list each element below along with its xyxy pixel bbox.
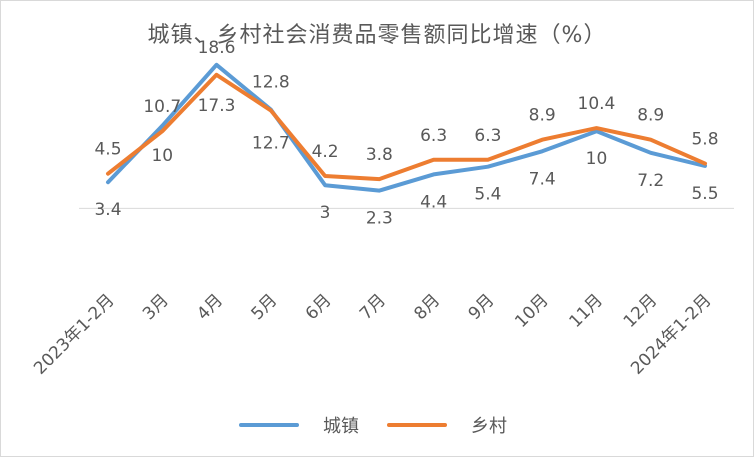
data-label-s1-3: 18.6 bbox=[198, 38, 236, 58]
series-line-1 bbox=[106, 62, 707, 193]
x-tick-label-4: 5月 bbox=[248, 290, 282, 324]
series-line-2 bbox=[106, 72, 707, 182]
data-label-s2-1: 4.5 bbox=[94, 140, 121, 160]
x-tick-label-7: 8月 bbox=[410, 290, 444, 324]
x-tick-label-8: 9月 bbox=[465, 290, 499, 324]
data-label-s1-8: 5.4 bbox=[474, 185, 501, 205]
legend-item-1: 城镇 bbox=[239, 409, 389, 439]
data-label-s2-5: 4.2 bbox=[312, 142, 339, 162]
x-tick-label-10: 11月 bbox=[566, 290, 607, 331]
data-label-s2-10: 10.4 bbox=[578, 94, 616, 114]
data-label-s1-7: 4.4 bbox=[420, 192, 447, 212]
x-tick-label-6: 7月 bbox=[356, 290, 390, 324]
data-label-s1-10: 10 bbox=[586, 149, 608, 169]
data-label-s2-12: 5.8 bbox=[691, 130, 718, 150]
data-label-s1-6: 2.3 bbox=[366, 209, 393, 229]
series-layer bbox=[106, 62, 707, 193]
x-tick-label-3: 4月 bbox=[193, 290, 227, 324]
legend-swatch-2 bbox=[387, 423, 447, 427]
data-label-s1-1: 3.4 bbox=[94, 200, 121, 220]
data-label-s1-2: 10.7 bbox=[143, 97, 181, 117]
data-label-s2-6: 3.8 bbox=[366, 145, 393, 165]
data-label-s1-5: 3 bbox=[320, 203, 331, 223]
data-label-s2-11: 8.9 bbox=[637, 106, 664, 126]
data-label-s2-9: 8.9 bbox=[529, 106, 556, 126]
legend-label-1: 城镇 bbox=[323, 416, 359, 437]
data-label-s2-8: 6.3 bbox=[474, 126, 501, 146]
data-label-s2-7: 6.3 bbox=[420, 126, 447, 146]
x-tick-label-5: 6月 bbox=[302, 290, 336, 324]
legend-item-2: 乡村 bbox=[387, 409, 537, 439]
x-tick-label-2: 3月 bbox=[139, 290, 173, 324]
data-label-s2-3: 17.3 bbox=[198, 96, 236, 116]
legend: 城镇 乡村 bbox=[1, 409, 753, 439]
data-label-s2-2: 10 bbox=[151, 146, 173, 166]
data-label-s1-9: 7.4 bbox=[529, 169, 556, 189]
legend-label-2: 乡村 bbox=[471, 416, 507, 437]
data-label-s2-4: 12.7 bbox=[252, 133, 290, 153]
x-tick-label-1: 2023年1-2月 bbox=[30, 290, 118, 378]
chart-title: 城镇、乡村社会消费品零售额同比增速（%） bbox=[147, 23, 607, 48]
data-label-s1-12: 5.5 bbox=[691, 184, 718, 204]
legend-swatch-1 bbox=[239, 423, 299, 427]
x-tick-layer: 2023年1-2月 3月 4月 5月 6月 7月 8月 9月 10月 11月 12月2024年1-2… bbox=[30, 290, 715, 378]
x-tick-label-9: 10月 bbox=[511, 290, 552, 331]
x-tick-label-11: 12月 bbox=[620, 290, 661, 331]
data-label-layer: 3.4 4.5 10.7 10 18.6 17.3 12.8 12.7 3 4.2 2.3 3.8 4.… bbox=[94, 38, 718, 229]
data-label-s1-11: 7.2 bbox=[637, 171, 664, 191]
data-label-s1-4: 12.8 bbox=[252, 73, 290, 93]
